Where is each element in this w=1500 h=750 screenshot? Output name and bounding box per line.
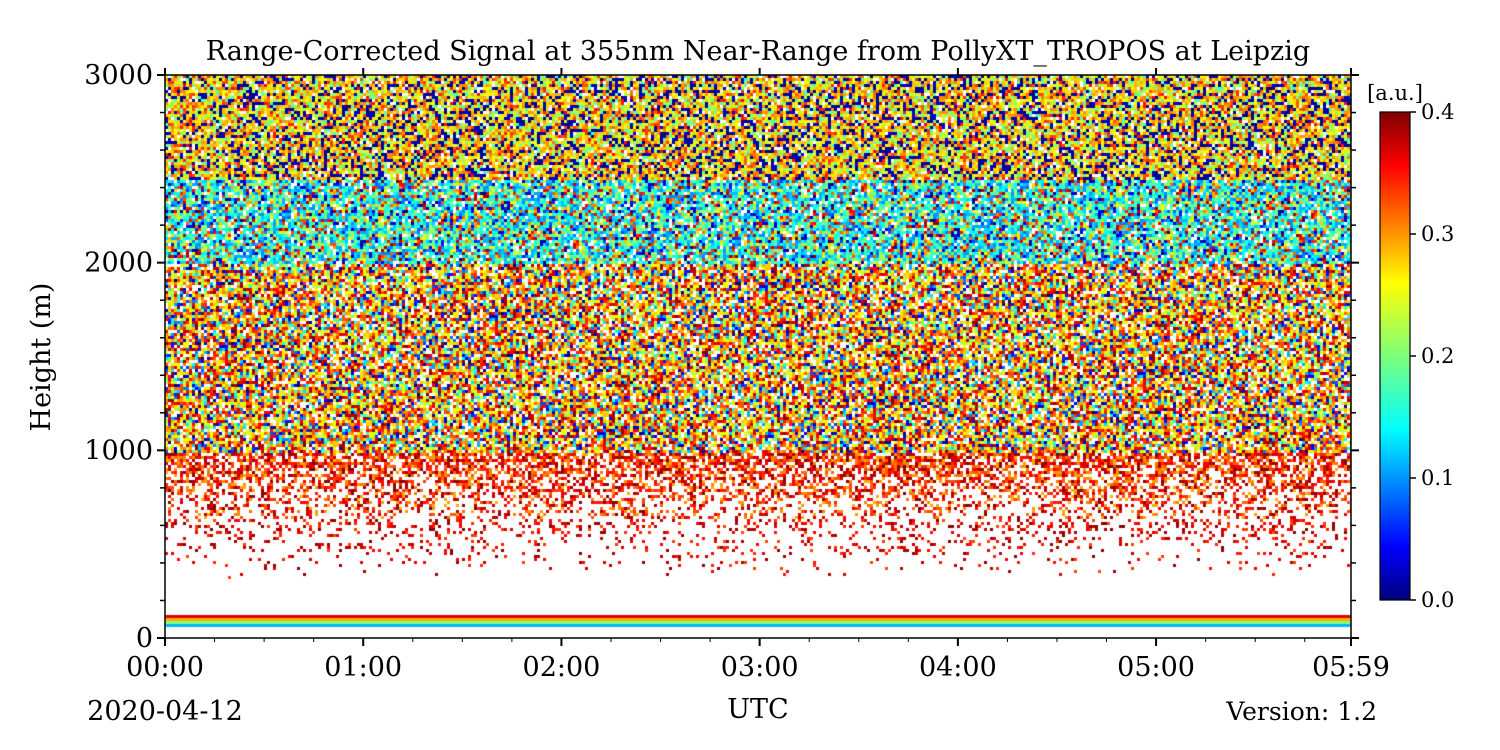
colorbar-tick-label: 0.4 [1421,100,1454,124]
plot-area [165,75,1351,638]
date-label: 2020-04-12 [87,696,243,727]
x-tick-label: 00:00 [126,652,204,683]
x-axis: 00:00 01:00 02:00 03:00 04:00 05:00 05:59 [126,68,1390,683]
y-axis-label: Height (m) [26,283,57,432]
colorbar-tick-label: 0.3 [1421,222,1454,246]
x-tick-label: 02:00 [523,652,601,683]
y-tick-label: 2000 [84,248,153,279]
version-label: Version: 1.2 [1225,697,1377,726]
x-tick-label: 01:00 [324,652,402,683]
y-tick-label: 3000 [84,60,153,91]
colorbar-ticks: 0.0 0.1 0.2 0.3 0.4 [1410,100,1454,612]
y-tick-label: 0 [136,623,153,654]
x-tick-label: 03:00 [721,652,799,683]
chart-title: Range-Corrected Signal at 355nm Near-Ran… [206,36,1310,67]
colorbar-tick-label: 0.1 [1421,466,1454,490]
x-axis-label: UTC [727,694,788,725]
plot-frame [164,74,1352,639]
colorbar-tick-label: 0.0 [1421,588,1454,612]
x-tick-label: 05:59 [1312,652,1390,683]
colorbar-tick-label: 0.2 [1421,344,1454,368]
x-tick-label: 04:00 [919,652,997,683]
colorbar: [a.u.] 0.0 0.1 0.2 0.3 0.4 [1367,81,1454,612]
heatmap-canvas [165,75,1351,638]
colorbar-gradient [1379,111,1411,601]
y-tick-label: 1000 [84,435,153,466]
x-tick-label: 05:00 [1117,652,1195,683]
colorbar-unit-label: [a.u.] [1367,81,1423,105]
y-axis: 0 1000 2000 3000 [84,60,1359,654]
